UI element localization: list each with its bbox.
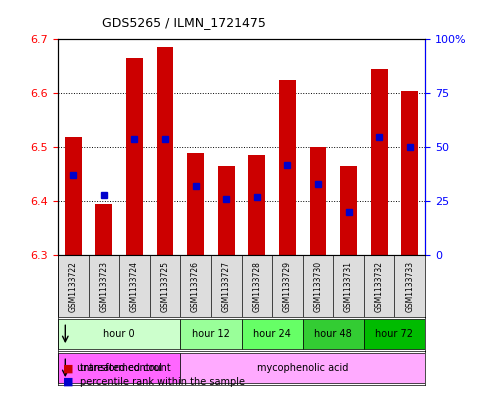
FancyBboxPatch shape bbox=[58, 353, 180, 384]
Bar bbox=[310, 147, 327, 255]
Text: hour 48: hour 48 bbox=[314, 329, 352, 339]
Text: ■: ■ bbox=[63, 364, 73, 373]
Text: transformed count: transformed count bbox=[80, 364, 170, 373]
FancyBboxPatch shape bbox=[180, 319, 242, 349]
Text: GSM1133726: GSM1133726 bbox=[191, 261, 200, 312]
FancyBboxPatch shape bbox=[180, 353, 425, 384]
Text: GDS5265 / ILMN_1721475: GDS5265 / ILMN_1721475 bbox=[101, 16, 266, 29]
Text: GSM1133723: GSM1133723 bbox=[99, 261, 108, 312]
Bar bbox=[340, 166, 357, 255]
Text: GSM1133722: GSM1133722 bbox=[69, 261, 78, 312]
Text: hour 24: hour 24 bbox=[253, 329, 291, 339]
Bar bbox=[401, 91, 418, 255]
Bar bbox=[126, 58, 143, 255]
Text: hour 0: hour 0 bbox=[103, 329, 135, 339]
Bar bbox=[187, 153, 204, 255]
Bar bbox=[156, 48, 173, 255]
Text: GSM1133730: GSM1133730 bbox=[313, 261, 323, 312]
Text: GSM1133733: GSM1133733 bbox=[405, 261, 414, 312]
FancyBboxPatch shape bbox=[58, 319, 180, 349]
Text: ■: ■ bbox=[63, 377, 73, 387]
Text: GSM1133732: GSM1133732 bbox=[375, 261, 384, 312]
Text: GSM1133727: GSM1133727 bbox=[222, 261, 231, 312]
Text: hour 72: hour 72 bbox=[375, 329, 413, 339]
Text: GSM1133731: GSM1133731 bbox=[344, 261, 353, 312]
Text: untreated control: untreated control bbox=[77, 363, 162, 373]
FancyBboxPatch shape bbox=[303, 319, 364, 349]
FancyBboxPatch shape bbox=[242, 319, 303, 349]
Text: GSM1133724: GSM1133724 bbox=[130, 261, 139, 312]
Bar bbox=[279, 80, 296, 255]
FancyBboxPatch shape bbox=[364, 319, 425, 349]
Text: percentile rank within the sample: percentile rank within the sample bbox=[80, 377, 245, 387]
Bar bbox=[65, 137, 82, 255]
Text: GSM1133725: GSM1133725 bbox=[160, 261, 170, 312]
Bar bbox=[248, 156, 265, 255]
Bar bbox=[96, 204, 112, 255]
Bar bbox=[371, 69, 387, 255]
Text: GSM1133728: GSM1133728 bbox=[252, 261, 261, 312]
Text: hour 12: hour 12 bbox=[192, 329, 230, 339]
Bar bbox=[218, 166, 235, 255]
Text: GSM1133729: GSM1133729 bbox=[283, 261, 292, 312]
Text: mycophenolic acid: mycophenolic acid bbox=[257, 363, 348, 373]
